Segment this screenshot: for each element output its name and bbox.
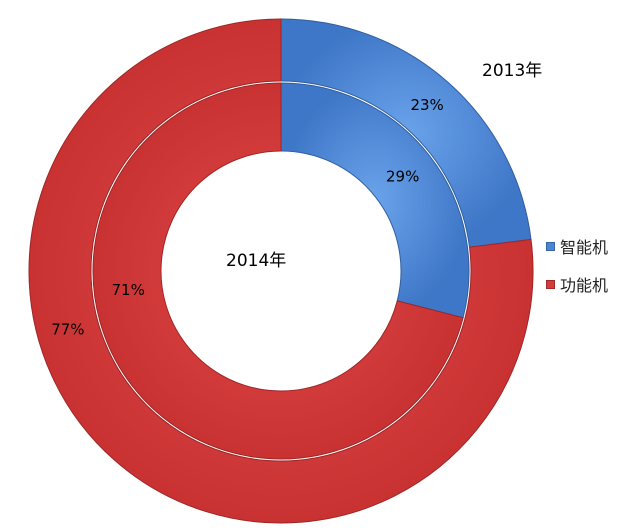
outer-ring-label: 2013年 [482, 61, 542, 81]
inner-label-smartphone: 29% [386, 168, 419, 186]
inner-label-featurephone: 71% [112, 281, 145, 299]
legend-swatch-featurephone [546, 279, 555, 289]
legend-label-featurephone: 功能机 [560, 276, 609, 295]
outer-slice-featurephone [28, 18, 534, 524]
legend-swatch-smartphone [546, 241, 555, 251]
legend: 智能机 功能机 [546, 235, 608, 311]
legend-item-featurephone: 功能机 [546, 273, 608, 295]
inner-slice-featurephone [92, 82, 464, 460]
outer-label-smartphone: 23% [410, 96, 443, 114]
legend-item-smartphone: 智能机 [546, 235, 608, 257]
legend-label-smartphone: 智能机 [560, 238, 609, 257]
inner-slice-smartphone [280, 82, 470, 319]
outer-label-featurephone: 77% [51, 320, 84, 338]
inner-ring-label: 2014年 [226, 251, 286, 271]
